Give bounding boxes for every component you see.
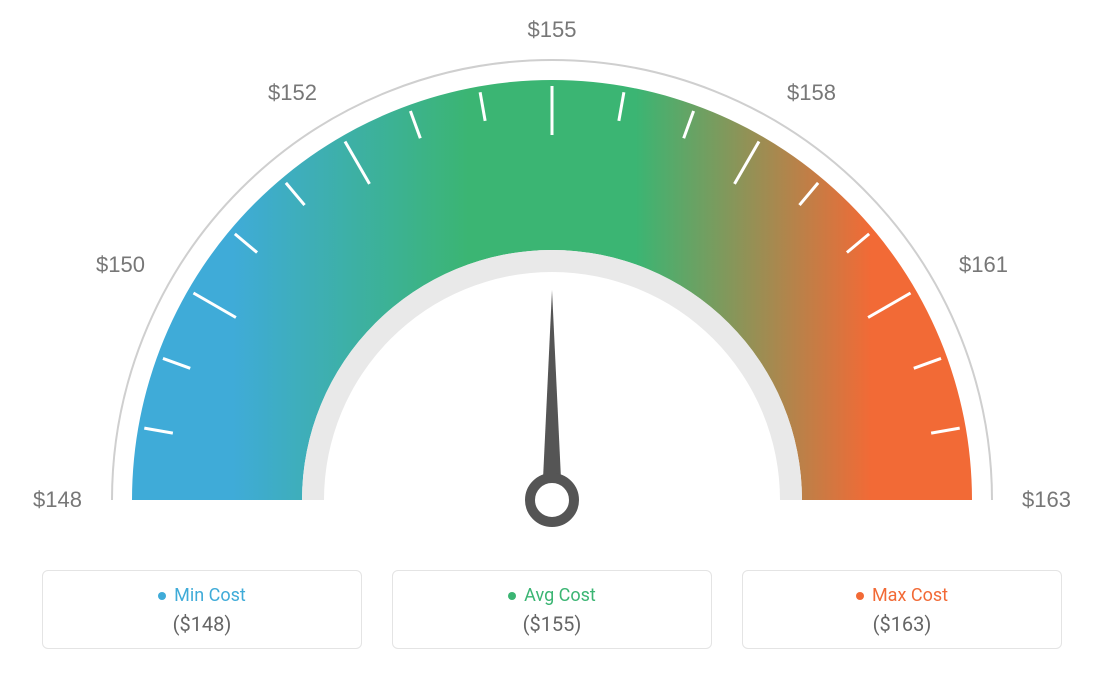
gauge-chart: $148 $150 $152 $155 $158 $161 $163: [0, 0, 1104, 560]
legend-dot-max: [856, 592, 864, 600]
legend-label-min: Min Cost: [53, 585, 351, 606]
legend-dot-avg: [508, 592, 516, 600]
legend-label-avg: Avg Cost: [403, 585, 701, 606]
svg-text:$152: $152: [268, 80, 317, 105]
legend-label-max: Max Cost: [753, 585, 1051, 606]
legend-text-max: Max Cost: [872, 585, 948, 606]
svg-text:$155: $155: [528, 17, 577, 42]
legend-text-avg: Avg Cost: [524, 585, 596, 606]
svg-text:$158: $158: [787, 80, 836, 105]
svg-text:$150: $150: [96, 252, 145, 277]
gauge-container: $148 $150 $152 $155 $158 $161 $163: [0, 0, 1104, 560]
legend-value-max: ($163): [753, 612, 1051, 636]
legend-box-avg: Avg Cost ($155): [392, 570, 712, 649]
legend-box-max: Max Cost ($163): [742, 570, 1062, 649]
legend-dot-min: [158, 592, 166, 600]
legend-text-min: Min Cost: [174, 585, 246, 606]
legend-row: Min Cost ($148) Avg Cost ($155) Max Cost…: [0, 570, 1104, 649]
svg-text:$161: $161: [959, 252, 1008, 277]
legend-value-avg: ($155): [403, 612, 701, 636]
legend-box-min: Min Cost ($148): [42, 570, 362, 649]
svg-text:$148: $148: [33, 487, 82, 512]
svg-text:$163: $163: [1022, 487, 1071, 512]
legend-value-min: ($148): [53, 612, 351, 636]
